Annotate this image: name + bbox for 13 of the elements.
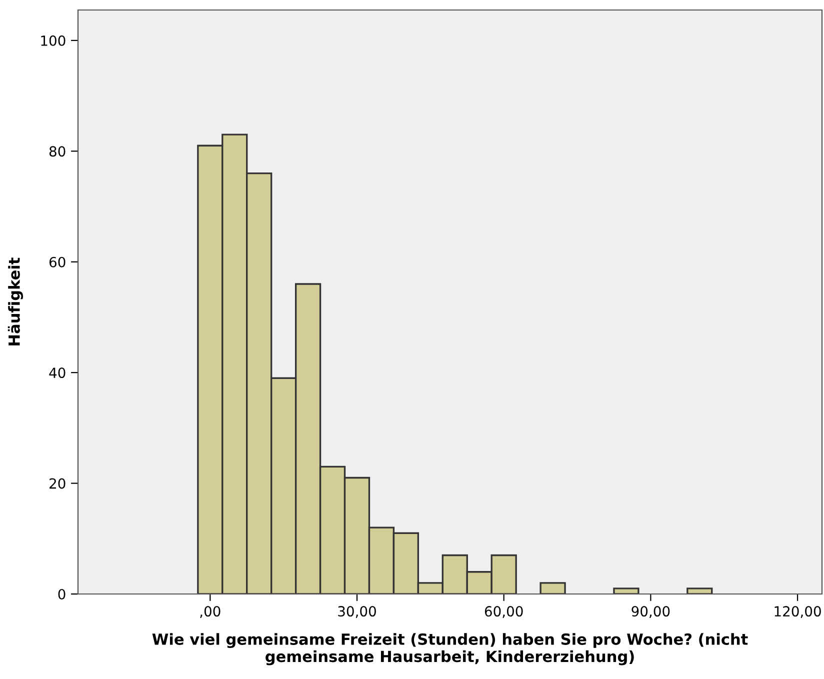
- x-tick-label: 60,00: [484, 606, 523, 618]
- x-tick-label: 30,00: [338, 606, 376, 618]
- y-tick-label: 80: [49, 146, 66, 157]
- y-tick-label: 100: [41, 35, 66, 46]
- y-axis-title: Häufigkeit: [8, 258, 24, 346]
- y-tick-label: 60: [49, 256, 66, 268]
- x-axis-title: Wie viel gemeinsame Freizeit (Stunden) haben Sie pro Woche? (nicht gemeinsame Hausarbeit, Kindererziehung): [152, 633, 748, 666]
- y-tick-label: 40: [49, 368, 66, 378]
- x-tick-label: ,00: [200, 606, 220, 618]
- y-tick-label: 0: [58, 588, 66, 600]
- x-tick-label: 90,00: [632, 606, 670, 618]
- y-tick-label: 20: [50, 478, 66, 489]
- x-tick-label: 120,00: [774, 606, 821, 618]
